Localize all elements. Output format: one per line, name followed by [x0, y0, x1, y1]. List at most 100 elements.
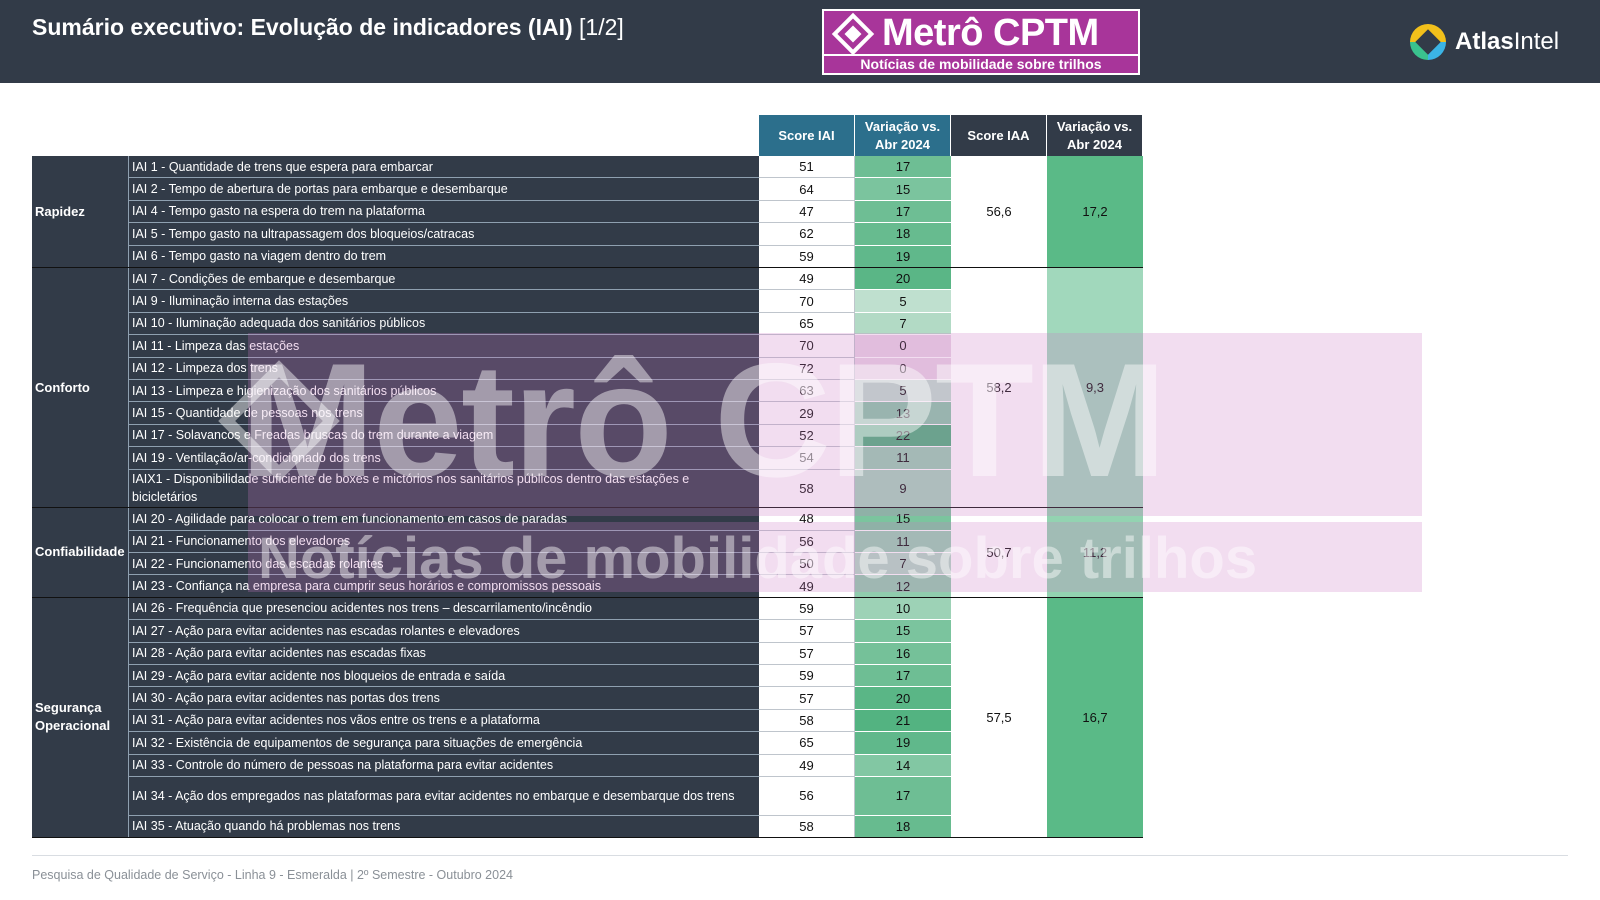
- variation-iai-cell: 17: [855, 777, 951, 816]
- score-iai-cell: 65: [759, 732, 855, 755]
- indicator-label: IAI 19 - Ventilação/ar-condicionado dos …: [128, 447, 759, 470]
- score-iai-cell: 47: [759, 200, 855, 224]
- indicator-label: IAI 13 - Limpeza e higienização dos sani…: [128, 380, 759, 403]
- variation-iai-cell: 19: [855, 245, 951, 268]
- score-iai-cell: 58: [759, 815, 855, 838]
- score-iaa-cell: 56,6: [951, 156, 1047, 268]
- score-iai-cell: 65: [759, 312, 855, 336]
- atlas-mark-icon: [1410, 24, 1446, 60]
- indicator-label: IAI 35 - Atuação quando há problemas nos…: [128, 815, 759, 838]
- col-header-score-iai: Score IAI: [759, 115, 855, 156]
- variation-iaa-cell: 16,7: [1047, 597, 1143, 838]
- indicator-label: IAIX1 - Disponibilidade suficiente de bo…: [128, 469, 759, 509]
- variation-iai-cell: 5: [855, 380, 951, 403]
- variation-iai-cell: 10: [855, 597, 951, 621]
- metro-logo-name: Metrô CPTM: [882, 12, 1099, 54]
- indicator-label: IAI 1 - Quantidade de trens que espera p…: [128, 156, 759, 179]
- indicator-label: IAI 33 - Controle do número de pessoas n…: [128, 754, 759, 777]
- indicator-label: IAI 6 - Tempo gasto na viagem dentro do …: [128, 245, 759, 268]
- indicator-label: IAI 2 - Tempo de abertura de portas para…: [128, 178, 759, 201]
- footer-text: Pesquisa de Qualidade de Serviço - Linha…: [32, 868, 513, 882]
- variation-iai-cell: 9: [855, 469, 951, 509]
- variation-iai-cell: 17: [855, 665, 951, 688]
- atlas-logo-text: AtlasIntel: [1455, 28, 1560, 55]
- score-iai-cell: 59: [759, 245, 855, 268]
- header-bar: Sumário executivo: Evolução de indicador…: [0, 0, 1600, 83]
- variation-iai-cell: 21: [855, 709, 951, 733]
- col-header-score-iaa: Score IAA: [951, 115, 1047, 156]
- variation-iai-cell: 0: [855, 357, 951, 380]
- variation-iai-cell: 22: [855, 424, 951, 448]
- variation-iai-cell: 15: [855, 508, 951, 531]
- indicator-label: IAI 15 - Quantidade de pessoas nos trens: [128, 402, 759, 425]
- metro-logo-tagline: Notícias de mobilidade sobre trilhos: [824, 54, 1138, 73]
- indicator-label: IAI 9 - Iluminação interna das estações: [128, 290, 759, 313]
- group-divider: [32, 507, 1143, 509]
- variation-iai-cell: 5: [855, 290, 951, 313]
- score-iai-cell: 70: [759, 335, 855, 358]
- category-label: Confiabilidade: [32, 508, 128, 598]
- variation-iai-cell: 13: [855, 402, 951, 425]
- variation-iai-cell: 19: [855, 732, 951, 755]
- indicator-label: IAI 26 - Frequência que presenciou acide…: [128, 597, 759, 621]
- metro-cptm-logo: Metrô CPTM Notícias de mobilidade sobre …: [822, 9, 1140, 75]
- col-header-var-iaa: Variação vs. Abr 2024: [1047, 115, 1143, 156]
- indicator-label: IAI 23 - Confiança na empresa para cumpr…: [128, 575, 759, 598]
- indicator-label: IAI 4 - Tempo gasto na espera do trem na…: [128, 200, 759, 224]
- score-iai-cell: 48: [759, 508, 855, 531]
- category-label: Conforto: [32, 268, 128, 509]
- variation-iaa-cell: 17,2: [1047, 156, 1143, 268]
- indicator-label: IAI 7 - Condições de embarque e desembar…: [128, 268, 759, 291]
- variation-iai-cell: 11: [855, 530, 951, 553]
- page-title: Sumário executivo: Evolução de indicador…: [32, 14, 624, 41]
- score-iai-cell: 49: [759, 575, 855, 598]
- page-title-text: Sumário executivo: Evolução de indicador…: [32, 14, 573, 40]
- group-divider: [32, 267, 1143, 268]
- score-iai-cell: 57: [759, 642, 855, 665]
- variation-iai-cell: 17: [855, 156, 951, 179]
- score-iai-cell: 57: [759, 687, 855, 710]
- variation-iai-cell: 15: [855, 178, 951, 201]
- group-divider: [32, 596, 1143, 598]
- score-iai-cell: 57: [759, 620, 855, 643]
- score-iai-cell: 58: [759, 709, 855, 733]
- variation-iai-cell: 20: [855, 687, 951, 710]
- atlasintel-logo: AtlasIntel: [1410, 22, 1559, 62]
- variation-iai-cell: 17: [855, 200, 951, 224]
- indicator-label: IAI 27 - Ação para evitar acidentes nas …: [128, 620, 759, 643]
- score-iai-cell: 49: [759, 754, 855, 777]
- score-iai-cell: 64: [759, 178, 855, 201]
- score-iai-cell: 49: [759, 268, 855, 291]
- variation-iaa-cell: 9,3: [1047, 268, 1143, 509]
- footer-divider: [32, 855, 1568, 856]
- score-iai-cell: 54: [759, 447, 855, 470]
- variation-iai-cell: 7: [855, 553, 951, 576]
- score-iai-cell: 29: [759, 402, 855, 425]
- variation-iai-cell: 20: [855, 268, 951, 291]
- score-iai-cell: 56: [759, 777, 855, 816]
- variation-iai-cell: 18: [855, 223, 951, 246]
- category-label: Segurança Operacional: [32, 597, 128, 838]
- group-divider: [32, 837, 1143, 838]
- col-header-var-iai: Variação vs. Abr 2024: [855, 115, 951, 156]
- score-iai-cell: 70: [759, 290, 855, 313]
- indicator-label: IAI 31 - Ação para evitar acidentes nos …: [128, 709, 759, 733]
- score-iai-cell: 72: [759, 357, 855, 380]
- variation-iai-cell: 7: [855, 312, 951, 336]
- indicator-label: IAI 12 - Limpeza dos trens: [128, 357, 759, 380]
- score-iai-cell: 59: [759, 597, 855, 621]
- variation-iai-cell: 18: [855, 815, 951, 838]
- indicator-label: IAI 22 - Funcionamento das escadas rolan…: [128, 553, 759, 576]
- variation-iai-cell: 0: [855, 335, 951, 358]
- variation-iaa-cell: 11,2: [1047, 508, 1143, 598]
- score-iai-cell: 50: [759, 553, 855, 576]
- indicator-label: IAI 30 - Ação para evitar acidentes nas …: [128, 687, 759, 710]
- indicator-label: IAI 5 - Tempo gasto na ultrapassagem dos…: [128, 223, 759, 246]
- page-indicator: [1/2]: [579, 14, 624, 40]
- indicator-label: IAI 20 - Agilidade para colocar o trem e…: [128, 508, 759, 531]
- indicator-label: IAI 32 - Existência de equipamentos de s…: [128, 732, 759, 755]
- score-iaa-cell: 58,2: [951, 268, 1047, 509]
- score-iai-cell: 58: [759, 469, 855, 509]
- indicator-label: IAI 17 - Solavancos e Freadas bruscas do…: [128, 424, 759, 448]
